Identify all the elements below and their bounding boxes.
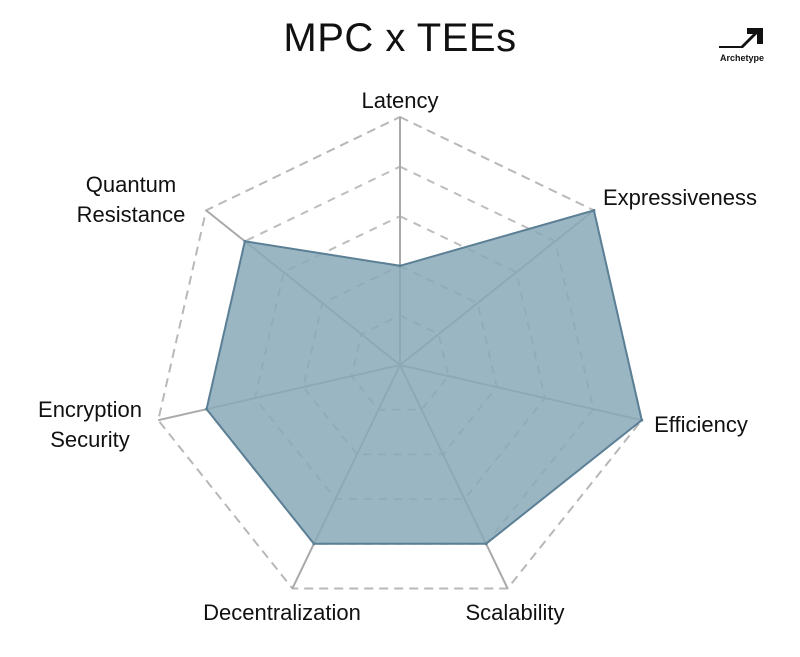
data-point-0 [398,264,402,268]
axis-label-line: Encryption [38,397,142,422]
data-point-1 [592,208,596,212]
axis-label-line: Efficiency [654,412,748,437]
arrow-logo-icon [719,28,763,48]
axis-label-line: Scalability [465,600,564,625]
axis-label-line: Security [50,427,129,452]
axis-label-0: Latency [361,88,438,113]
chart-title: MPC x TEEs [283,16,517,60]
data-point-4 [312,542,316,546]
series-area-0 [205,209,643,545]
axis-label-2: Efficiency [654,412,748,437]
axis-label-6: Quantum Resistance [77,172,186,227]
axis-label-line: Decentralization [203,600,361,625]
axis-label-5: Encryption Security [38,397,142,452]
axis-label-line: Latency [361,88,438,113]
data-point-5 [205,407,209,411]
data-point-6 [243,239,247,243]
axis-label-4: Decentralization [203,600,361,625]
archetype-logo: Archetype [714,26,770,63]
grid-ring-5 [157,115,643,590]
axis-label-line: Quantum [86,172,177,197]
logo-brand-text: Archetype [719,53,764,63]
axis-label-1: Expressiveness [603,185,757,210]
axis-label-line: Expressiveness [603,185,757,210]
data-point-3 [484,542,488,546]
axis-label-line: Resistance [77,202,186,227]
data-point-2 [640,418,644,422]
axis-label-3: Scalability [465,600,564,625]
